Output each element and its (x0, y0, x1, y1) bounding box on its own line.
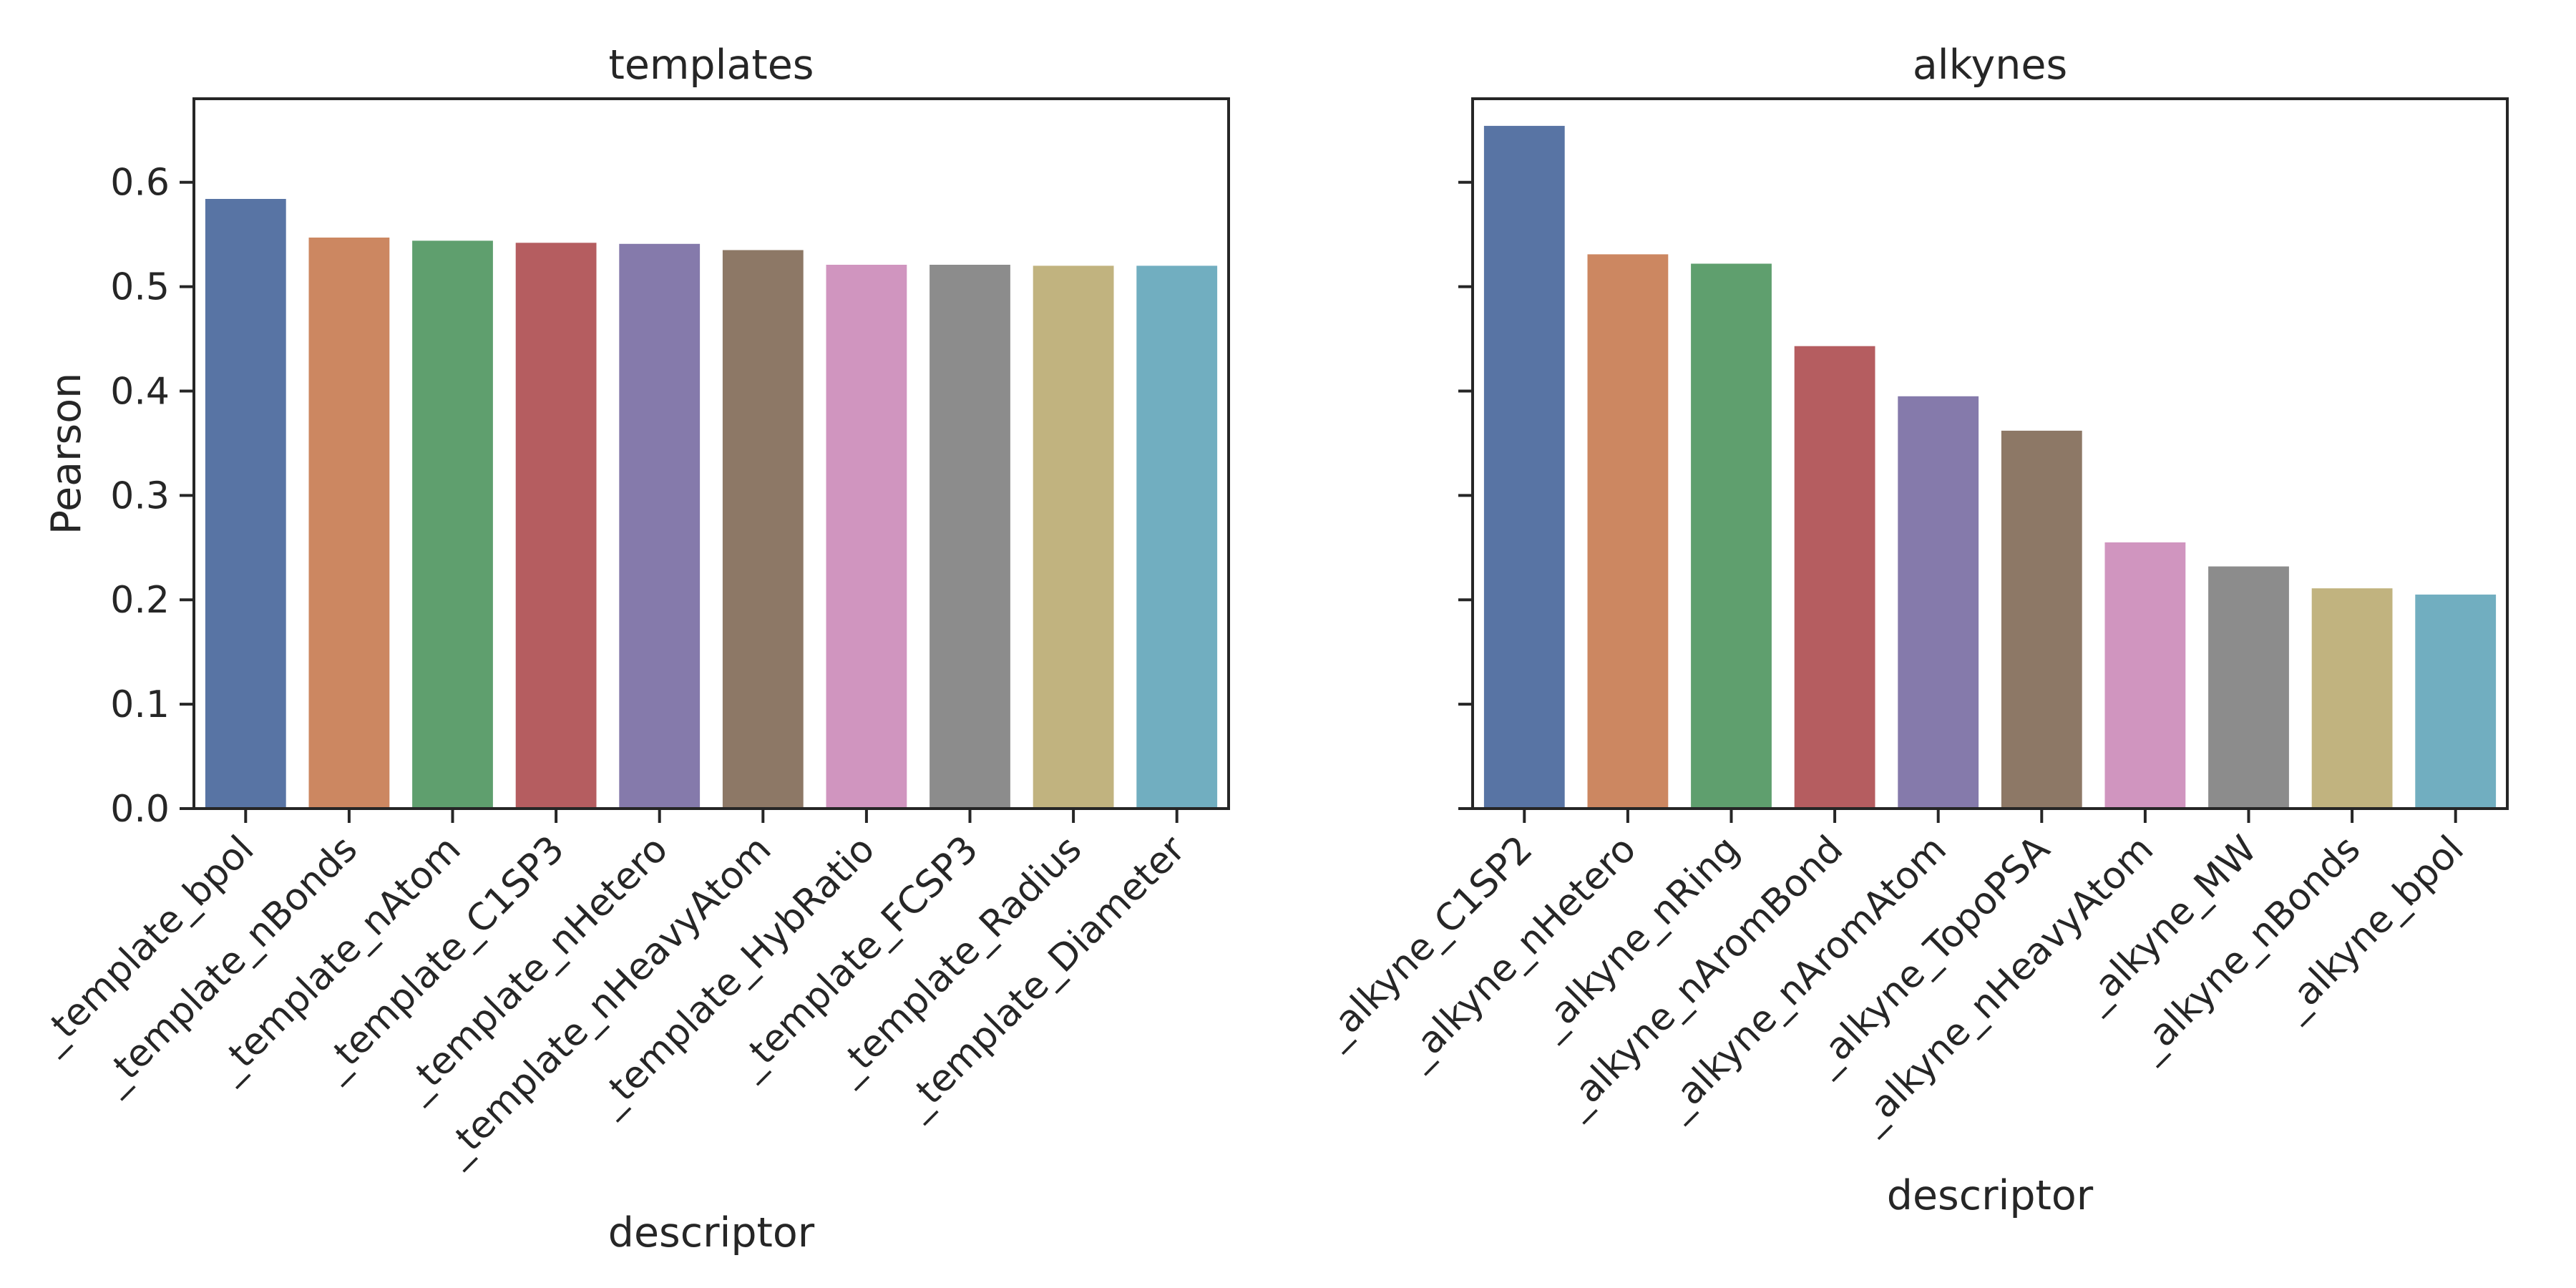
alkynes-bar-alkyne_MW (2208, 566, 2289, 809)
alkynes-bar-alkyne_nRing (1691, 263, 1772, 809)
templates-bar-template_bpol (205, 199, 286, 809)
templates-bar-template_nHetero (619, 243, 701, 809)
alkynes-x-axis-label: descriptor (1887, 1172, 2094, 1219)
templates-y-axis-label: Pearson (43, 373, 90, 535)
templates-plot-frame (192, 97, 1230, 810)
templates-panel: templates 0.00.10.20.30.40.50.6 _templat… (29, 42, 1230, 1257)
templates-y-axis: 0.0 0.1 0.2 0.3 0.4 0.5 0.6 (110, 162, 194, 831)
templates-y-tick-label: 0.6 (110, 162, 170, 205)
templates-y-tick-label: 0.4 (110, 370, 170, 413)
templates-x-axis-label: descriptor (608, 1209, 815, 1257)
templates-bar-template_FCSP3 (930, 265, 1010, 809)
templates-bar-template_C1SP3 (515, 243, 597, 809)
alkynes-title: alkynes (1913, 42, 2067, 89)
alkynes-bar-alkyne_C1SP2 (1483, 125, 1565, 809)
alkynes-bar-alkyne_nHeavyAtom (2104, 542, 2186, 809)
templates-bar-template_nAtom (412, 240, 493, 809)
templates-y-tick-label: 0.1 (110, 683, 170, 726)
templates-y-tick-label: 0.0 (110, 788, 170, 831)
templates-bar-template_nBonds (308, 238, 390, 809)
alkynes-y-axis (1458, 180, 1473, 810)
alkynes-bar-alkyne_TopoPSA (2001, 430, 2082, 809)
templates-y-tick-label: 0.2 (110, 579, 170, 622)
alkynes-bar-alkyne_nAromBond (1794, 346, 1875, 809)
templates-bar-template_Radius (1033, 265, 1114, 809)
alkynes-bar-alkyne_nAromAtom (1898, 396, 1979, 809)
templates-bar-template_HybRatio (826, 265, 907, 809)
templates-y-tick-label: 0.3 (110, 474, 170, 517)
templates-bar-template_nHeavyAtom (722, 250, 804, 809)
templates-bar-template_Diameter (1136, 265, 1218, 809)
alkynes-plot-frame (1471, 97, 2509, 810)
templates-title: templates (608, 42, 814, 89)
alkynes-bar-alkyne_nBonds (2311, 588, 2393, 809)
alkynes-bars (1483, 125, 2497, 809)
alkynes-bar-alkyne_nHetero (1587, 254, 1669, 809)
templates-y-tick-label: 0.5 (110, 266, 170, 309)
alkynes-bar-alkyne_bpol (2415, 594, 2497, 809)
templates-bars (205, 199, 1218, 809)
